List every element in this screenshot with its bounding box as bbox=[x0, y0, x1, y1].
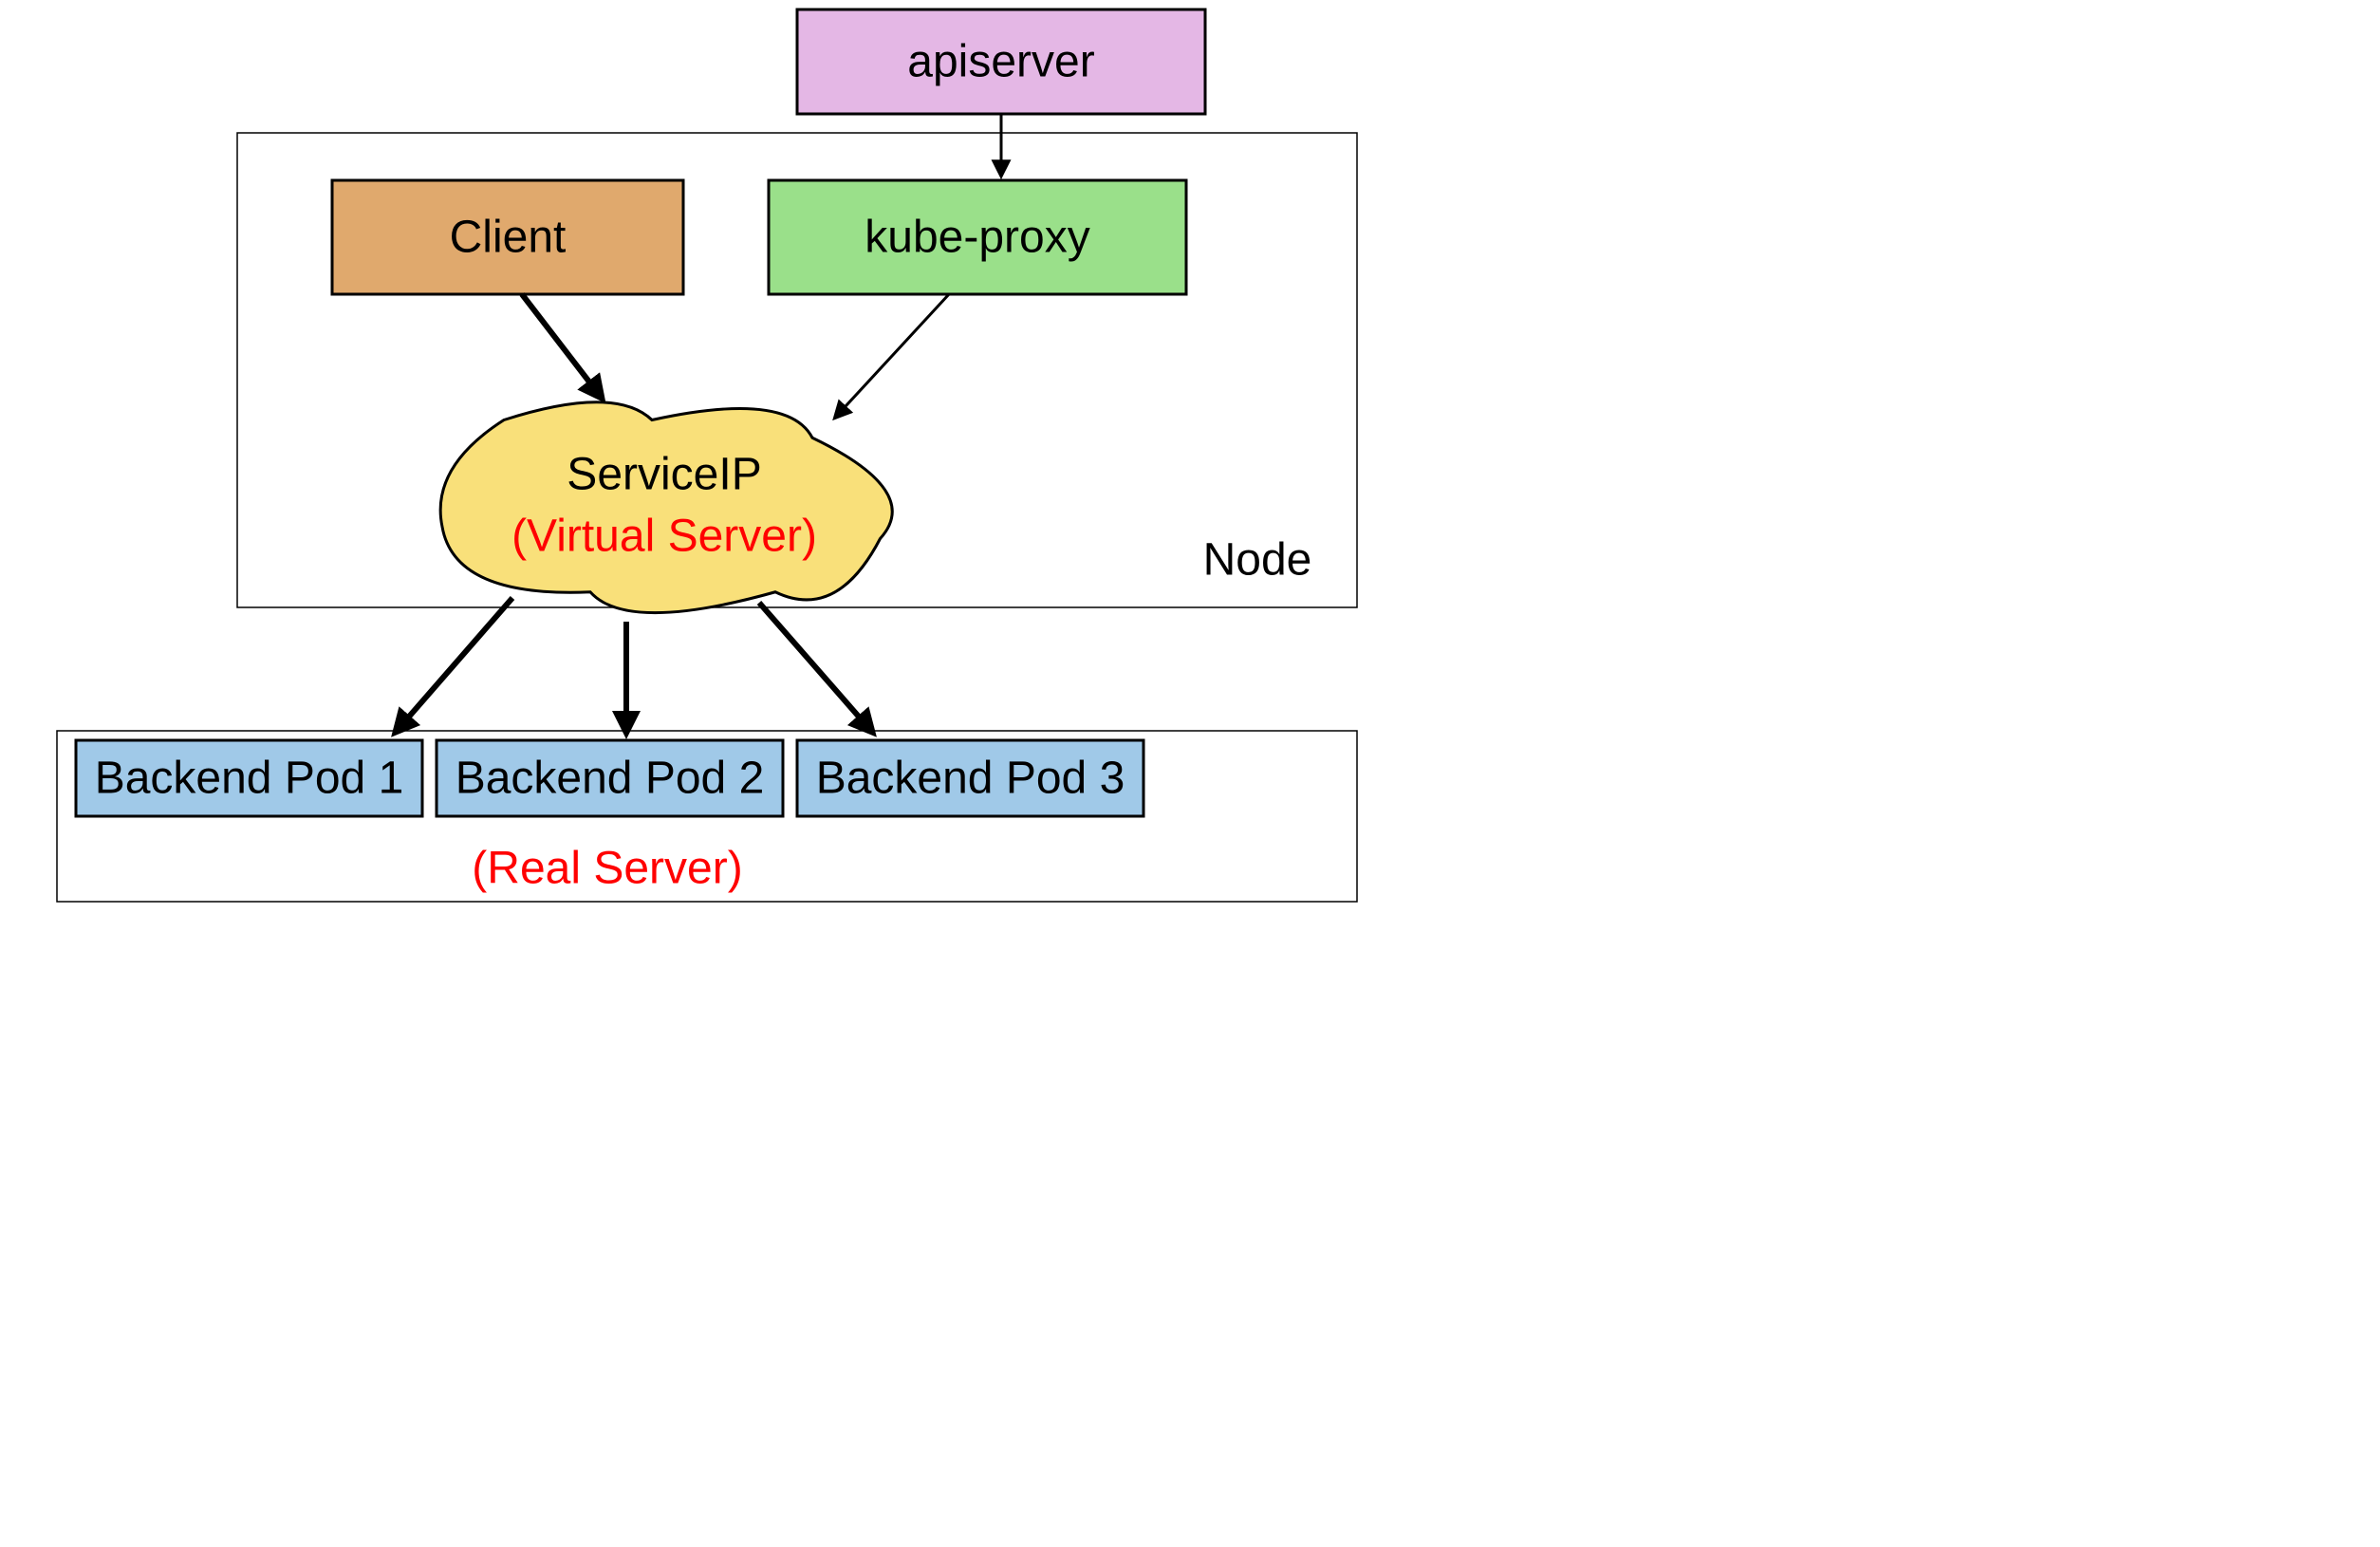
backend-pod-3-box-label: Backend Pod 3 bbox=[816, 754, 1125, 804]
client-box: Client bbox=[332, 180, 683, 294]
arrow-cloud-pod3 bbox=[759, 603, 871, 731]
node-label: Node bbox=[1203, 535, 1312, 586]
client-box-label: Client bbox=[450, 213, 567, 263]
backend-pod-3-box: Backend Pod 3 bbox=[797, 740, 1144, 816]
cloud-label-1: ServiceIP bbox=[567, 450, 761, 500]
backend-pod-1-box-label: Backend Pod 1 bbox=[95, 754, 404, 804]
apiserver-box: apiserver bbox=[797, 9, 1205, 114]
apiserver-box-label: apiserver bbox=[907, 37, 1094, 87]
kubeproxy-box-label: kube-proxy bbox=[865, 213, 1089, 263]
serviceip-cloud: ServiceIP (Virtual Server) bbox=[440, 402, 892, 613]
backend-pod-1-box: Backend Pod 1 bbox=[76, 740, 422, 816]
arrow-client-cloud bbox=[522, 294, 601, 397]
cloud-label-2: (Virtual Server) bbox=[511, 512, 817, 562]
arrow-kubeproxy-cloud bbox=[835, 294, 949, 418]
real-server-label: (Real Server) bbox=[472, 844, 742, 894]
backend-pod-2-box-label: Backend Pod 2 bbox=[456, 754, 765, 804]
kubeproxy-box: kube-proxy bbox=[769, 180, 1186, 294]
backend-pod-2-box: Backend Pod 2 bbox=[437, 740, 783, 816]
arrow-cloud-pod1 bbox=[397, 598, 512, 731]
